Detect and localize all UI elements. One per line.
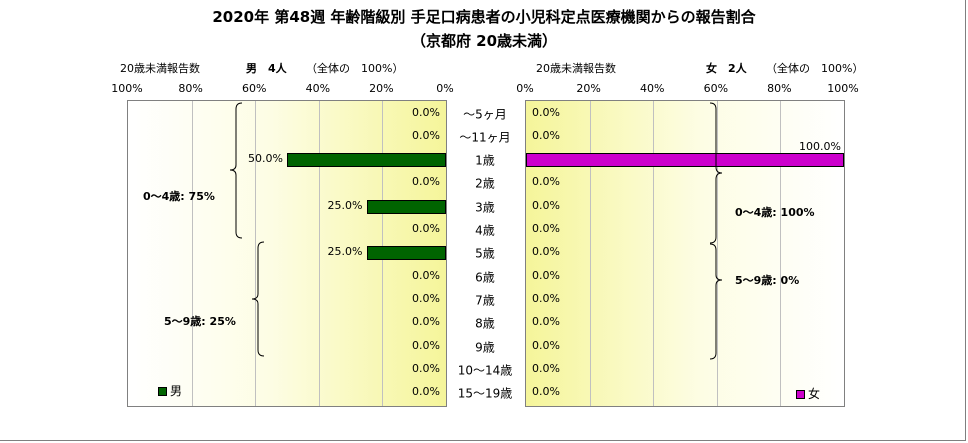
male-data-label: 0.0% <box>412 175 440 189</box>
left-tick-label: 60% <box>241 82 267 95</box>
male-legend-swatch <box>158 387 167 396</box>
male-data-label: 0.0% <box>412 268 440 282</box>
left-note: （全体の 100%） <box>306 62 404 75</box>
female-legend-label: 女 <box>808 387 821 401</box>
female-data-label: 0.0% <box>532 361 560 375</box>
male-data-label: 0.0% <box>412 105 440 119</box>
female-data-label: 100.0% <box>799 140 841 154</box>
female-data-label: 0.0% <box>532 315 560 329</box>
left-tick-label: 40% <box>305 82 331 95</box>
category-label: ～11ヶ月 <box>459 130 511 145</box>
right-tick-label: 80% <box>767 82 792 95</box>
category-label: 7歳 <box>475 293 495 308</box>
male-bar <box>366 246 446 261</box>
category-label: 3歳 <box>475 200 495 215</box>
female-brace-0-4 <box>709 102 723 244</box>
female-plot-area <box>525 100 845 407</box>
female-group-0-4: 0～4歳: 100% <box>735 206 815 219</box>
male-brace-0-4 <box>229 102 243 239</box>
category-label: 4歳 <box>475 223 495 238</box>
female-legend-swatch <box>796 390 805 399</box>
left-tick-label: 80% <box>178 82 203 95</box>
male-data-label: 0.0% <box>412 128 440 142</box>
male-gridline <box>318 101 320 406</box>
left-tick-label: 100% <box>111 82 143 95</box>
left-tick-label: 0% <box>436 82 454 95</box>
female-total: 女 2人 <box>706 62 747 75</box>
female-data-label: 0.0% <box>532 222 560 235</box>
male-bar <box>287 153 446 168</box>
right-tick-label: 0% <box>516 82 534 95</box>
male-brace-5-9 <box>251 241 265 357</box>
female-gridline <box>653 101 655 406</box>
category-label: 9歳 <box>475 340 495 354</box>
left-caption: 20歳未満報告数 <box>120 62 200 75</box>
female-data-label: 0.0% <box>532 291 560 305</box>
male-data-label: 25.0% <box>327 245 363 259</box>
right-tick-label: 100% <box>827 82 859 95</box>
female-bar <box>526 153 844 168</box>
right-note: （全体の 100%） <box>766 62 864 75</box>
male-data-label: 25.0% <box>327 198 363 212</box>
male-data-label: 0.0% <box>412 315 440 329</box>
right-caption: 20歳未満報告数 <box>536 62 616 75</box>
category-label: 5歳 <box>475 246 495 261</box>
category-label: 8歳 <box>475 316 495 331</box>
male-plot-area <box>127 100 447 407</box>
female-brace-5-9 <box>709 243 723 360</box>
female-data-label: 0.0% <box>532 268 560 282</box>
male-legend-label: 男 <box>170 384 183 398</box>
right-tick-label: 40% <box>639 82 665 95</box>
male-data-label: 0.0% <box>412 385 440 399</box>
male-gridline <box>191 101 193 406</box>
female-legend: 女 <box>796 385 820 402</box>
male-total: 男 4人 <box>246 62 287 75</box>
female-data-label: 0.0% <box>532 105 560 119</box>
chart-title: 2020年 第48週 年齢階級別 手足口病患者の小児科定点医療機関からの報告割合 <box>212 8 756 26</box>
male-data-label: 0.0% <box>412 291 440 305</box>
male-data-label: 0.0% <box>412 338 440 352</box>
category-label: 15～19歳 <box>457 386 513 401</box>
male-legend: 男 <box>158 382 182 399</box>
female-gridline <box>716 101 718 406</box>
male-bar <box>366 199 446 214</box>
category-label: 10～14歳 <box>457 363 513 378</box>
male-gridline <box>255 101 257 406</box>
female-data-label: 0.0% <box>532 128 560 142</box>
male-data-label: 0.0% <box>412 222 440 235</box>
female-group-5-9: 5～9歳: 0% <box>735 274 800 287</box>
male-group-0-4: 0～4歳: 75% <box>143 190 215 203</box>
female-gridline <box>780 101 782 406</box>
right-tick-label: 60% <box>703 82 729 95</box>
female-data-label: 0.0% <box>532 385 560 399</box>
right-tick-label: 20% <box>576 82 601 95</box>
male-data-label: 0.0% <box>412 361 440 375</box>
left-tick-label: 20% <box>369 82 394 95</box>
female-data-label: 0.0% <box>532 175 560 189</box>
male-data-label: 50.0% <box>248 152 283 166</box>
female-gridline <box>589 101 591 406</box>
category-label: ～5ヶ月 <box>463 107 507 121</box>
male-group-5-9: 5～9歳: 25% <box>164 315 236 328</box>
female-data-label: 0.0% <box>532 245 560 259</box>
category-label: 6歳 <box>475 270 495 285</box>
chart-subtitle: （京都府 20歳未満） <box>410 32 558 50</box>
category-label: 1歳 <box>475 153 495 168</box>
category-label: 2歳 <box>475 176 495 191</box>
female-data-label: 0.0% <box>532 198 560 212</box>
female-data-label: 0.0% <box>532 338 560 352</box>
